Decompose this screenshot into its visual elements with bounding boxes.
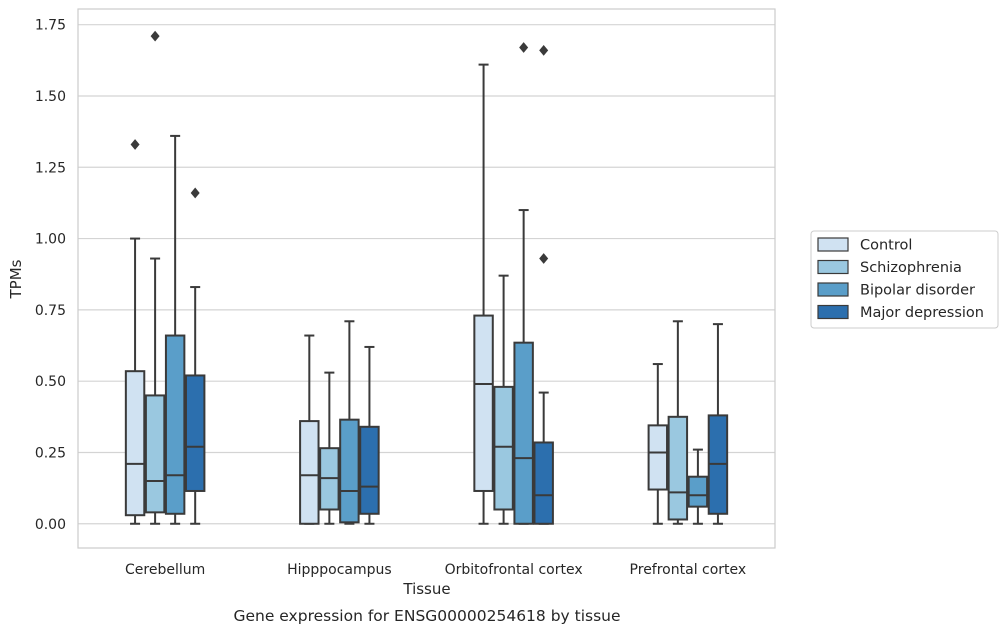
y-axis-label: TPMs [7, 259, 25, 299]
iqr-box [184, 374, 206, 492]
box-control [124, 139, 146, 525]
iqr-box [667, 415, 689, 521]
box-bipolar-disorder [164, 134, 186, 525]
legend-swatch [817, 282, 849, 297]
legend-label: Bipolar disorder [860, 283, 975, 299]
iqr-box [339, 418, 360, 524]
legend-label: Major depression [860, 305, 984, 321]
box-bipolar-disorder [513, 42, 534, 525]
outlier-point [150, 30, 160, 42]
box-schizophrenia [493, 274, 514, 525]
iqr-box [124, 370, 146, 517]
legend-swatch [817, 259, 849, 275]
box-schizophrenia [667, 320, 689, 525]
outlier-point [539, 44, 549, 56]
iqr-box [533, 441, 554, 525]
box-major-depression [184, 187, 206, 525]
y-tick-label: 0.75 [35, 303, 66, 319]
legend-swatch [817, 237, 849, 252]
outlier-point [519, 42, 529, 53]
box-bipolar-disorder [687, 448, 709, 525]
y-tick-label: 0.50 [35, 374, 66, 390]
iqr-box [164, 334, 186, 515]
box-series [124, 30, 729, 525]
x-axis-label: Tissue [402, 580, 450, 598]
legend-label: Control [860, 238, 912, 254]
x-tick-labels: Cerebellum Hipppocampus Orbitofrontal cort… [125, 562, 746, 578]
x-tick-label: Orbitofrontal cortex [445, 562, 583, 578]
box-control [647, 363, 669, 525]
y-tick-label: 0.00 [35, 517, 66, 533]
y-tick-label: 0.25 [35, 445, 66, 461]
legend-label: Schizophrenia [860, 260, 962, 276]
iqr-box [513, 341, 534, 525]
iqr-box [144, 394, 166, 514]
x-tick-label: Cerebellum [125, 562, 205, 578]
iqr-box [647, 424, 669, 491]
y-tick-label: 1.50 [35, 89, 66, 105]
iqr-box [473, 314, 494, 492]
x-tick-label: Hipppocampus [287, 562, 392, 578]
box-bipolar-disorder [339, 320, 360, 525]
x-tick-label: Prefrontal cortex [630, 562, 747, 578]
box-control [299, 334, 320, 525]
plot-frame [77, 8, 776, 549]
y-tick-label: 1.25 [35, 160, 66, 176]
y-tick-label: 1.75 [35, 18, 66, 34]
outlier-point [130, 139, 140, 150]
box-major-depression [707, 323, 729, 525]
legend: Control Schizophrenia Bipolar disorder Majo… [810, 230, 999, 329]
box-control [473, 63, 494, 525]
figure-caption: Gene expression for ENSG00000254618 by t… [233, 607, 620, 625]
iqr-box [687, 475, 709, 508]
box-schizophrenia [319, 371, 340, 525]
box-schizophrenia [144, 30, 166, 525]
legend-frame [810, 230, 999, 329]
y-tick-labels: 0.00 0.25 0.50 0.75 1.00 1.25 1.50 1.75 [35, 18, 66, 533]
iqr-box [493, 385, 514, 511]
iqr-box [359, 425, 380, 515]
outlier-point [190, 187, 200, 199]
box-major-depression [533, 44, 554, 525]
box-major-depression [359, 345, 380, 525]
legend-swatch [817, 304, 849, 320]
outlier-point [539, 253, 549, 264]
y-tick-label: 1.00 [35, 232, 66, 248]
iqr-box [299, 420, 320, 525]
